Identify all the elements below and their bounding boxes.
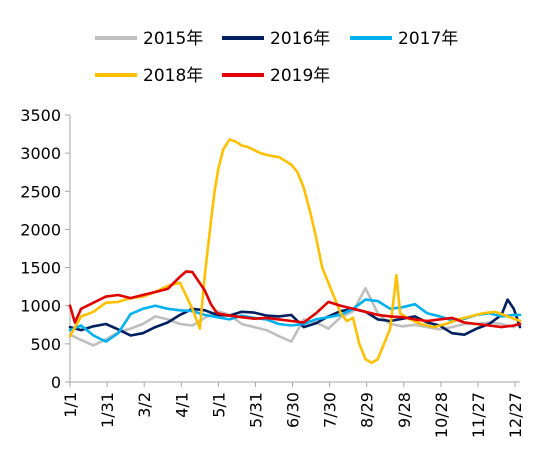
legend-item: 2017年: [350, 29, 458, 49]
x-tick-label: 10/28: [432, 392, 451, 438]
legend-item: 2019年: [222, 66, 330, 86]
y-tick-label: 2000: [20, 220, 61, 239]
x-tick-label: 12/27: [506, 392, 525, 438]
y-tick-label: 3000: [20, 144, 61, 163]
legend-label: 2015年: [143, 29, 203, 49]
x-tick-label: 3/2: [135, 392, 154, 418]
x-tick-label: 7/30: [321, 392, 340, 428]
series-line-5: [68, 270, 522, 329]
legend-item: 2015年: [95, 29, 203, 49]
legend-item: 2016年: [222, 29, 330, 49]
legend-item: 2018年: [95, 66, 203, 86]
series-line-3: [68, 298, 522, 343]
x-tick-label: 5/31: [246, 392, 265, 428]
y-tick-label: 1500: [20, 259, 61, 278]
legend-label: 2016年: [270, 29, 330, 49]
legend-label: 2018年: [143, 66, 203, 86]
y-tick-label: 500: [30, 335, 61, 354]
plot-area: [68, 138, 522, 365]
axes: 0 500 1000 1500 2000 2500 3000 3500 1/1 1/31 3/2 4/…: [20, 106, 525, 438]
x-tick-label: 11/27: [469, 392, 488, 438]
y-tick-label: 1000: [20, 297, 61, 316]
x-tick-label: 1/1: [61, 392, 80, 418]
y-tick-label: 3500: [20, 106, 61, 125]
legend-label: 2017年: [398, 29, 458, 49]
x-tick-label: 1/31: [98, 392, 117, 428]
x-tick-label: 4/1: [172, 392, 191, 418]
legend: 2015年 2016年 2017年 2018年 2019年: [95, 29, 458, 86]
legend-label: 2019年: [270, 66, 330, 86]
series-line-4: [68, 138, 522, 365]
x-tick-label: 5/1: [209, 392, 228, 418]
x-tick-label: 6/30: [284, 392, 303, 428]
y-tick-label: 0: [51, 373, 61, 392]
y-tick-label: 2500: [20, 182, 61, 201]
series-line-2: [68, 298, 522, 337]
x-tick-label: 9/28: [395, 392, 414, 428]
series-line-1: [68, 286, 522, 347]
x-tick-label: 8/29: [358, 392, 377, 428]
